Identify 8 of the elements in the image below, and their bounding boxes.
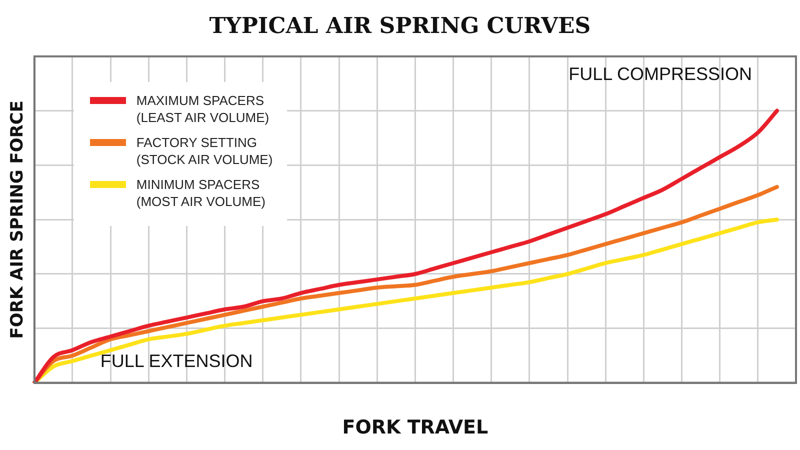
legend-label: MINIMUM SPACERS (MOST AIR VOLUME)	[136, 176, 266, 210]
text: FULL COMPRESSION	[568, 64, 752, 86]
chart-title: TYPICAL AIR SPRING CURVES	[209, 12, 591, 39]
annotation: FULL EXTENSION	[100, 350, 253, 372]
x-axis-title: FORK TRAVEL	[342, 416, 488, 439]
y-axis-title: FORK AIR SPRING FORCE	[8, 100, 28, 339]
legend-label: FACTORY SETTING (STOCK AIR VOLUME)	[136, 134, 273, 168]
legend-label: MAXIMUM SPACERS (LEAST AIR VOLUME)	[136, 92, 270, 126]
